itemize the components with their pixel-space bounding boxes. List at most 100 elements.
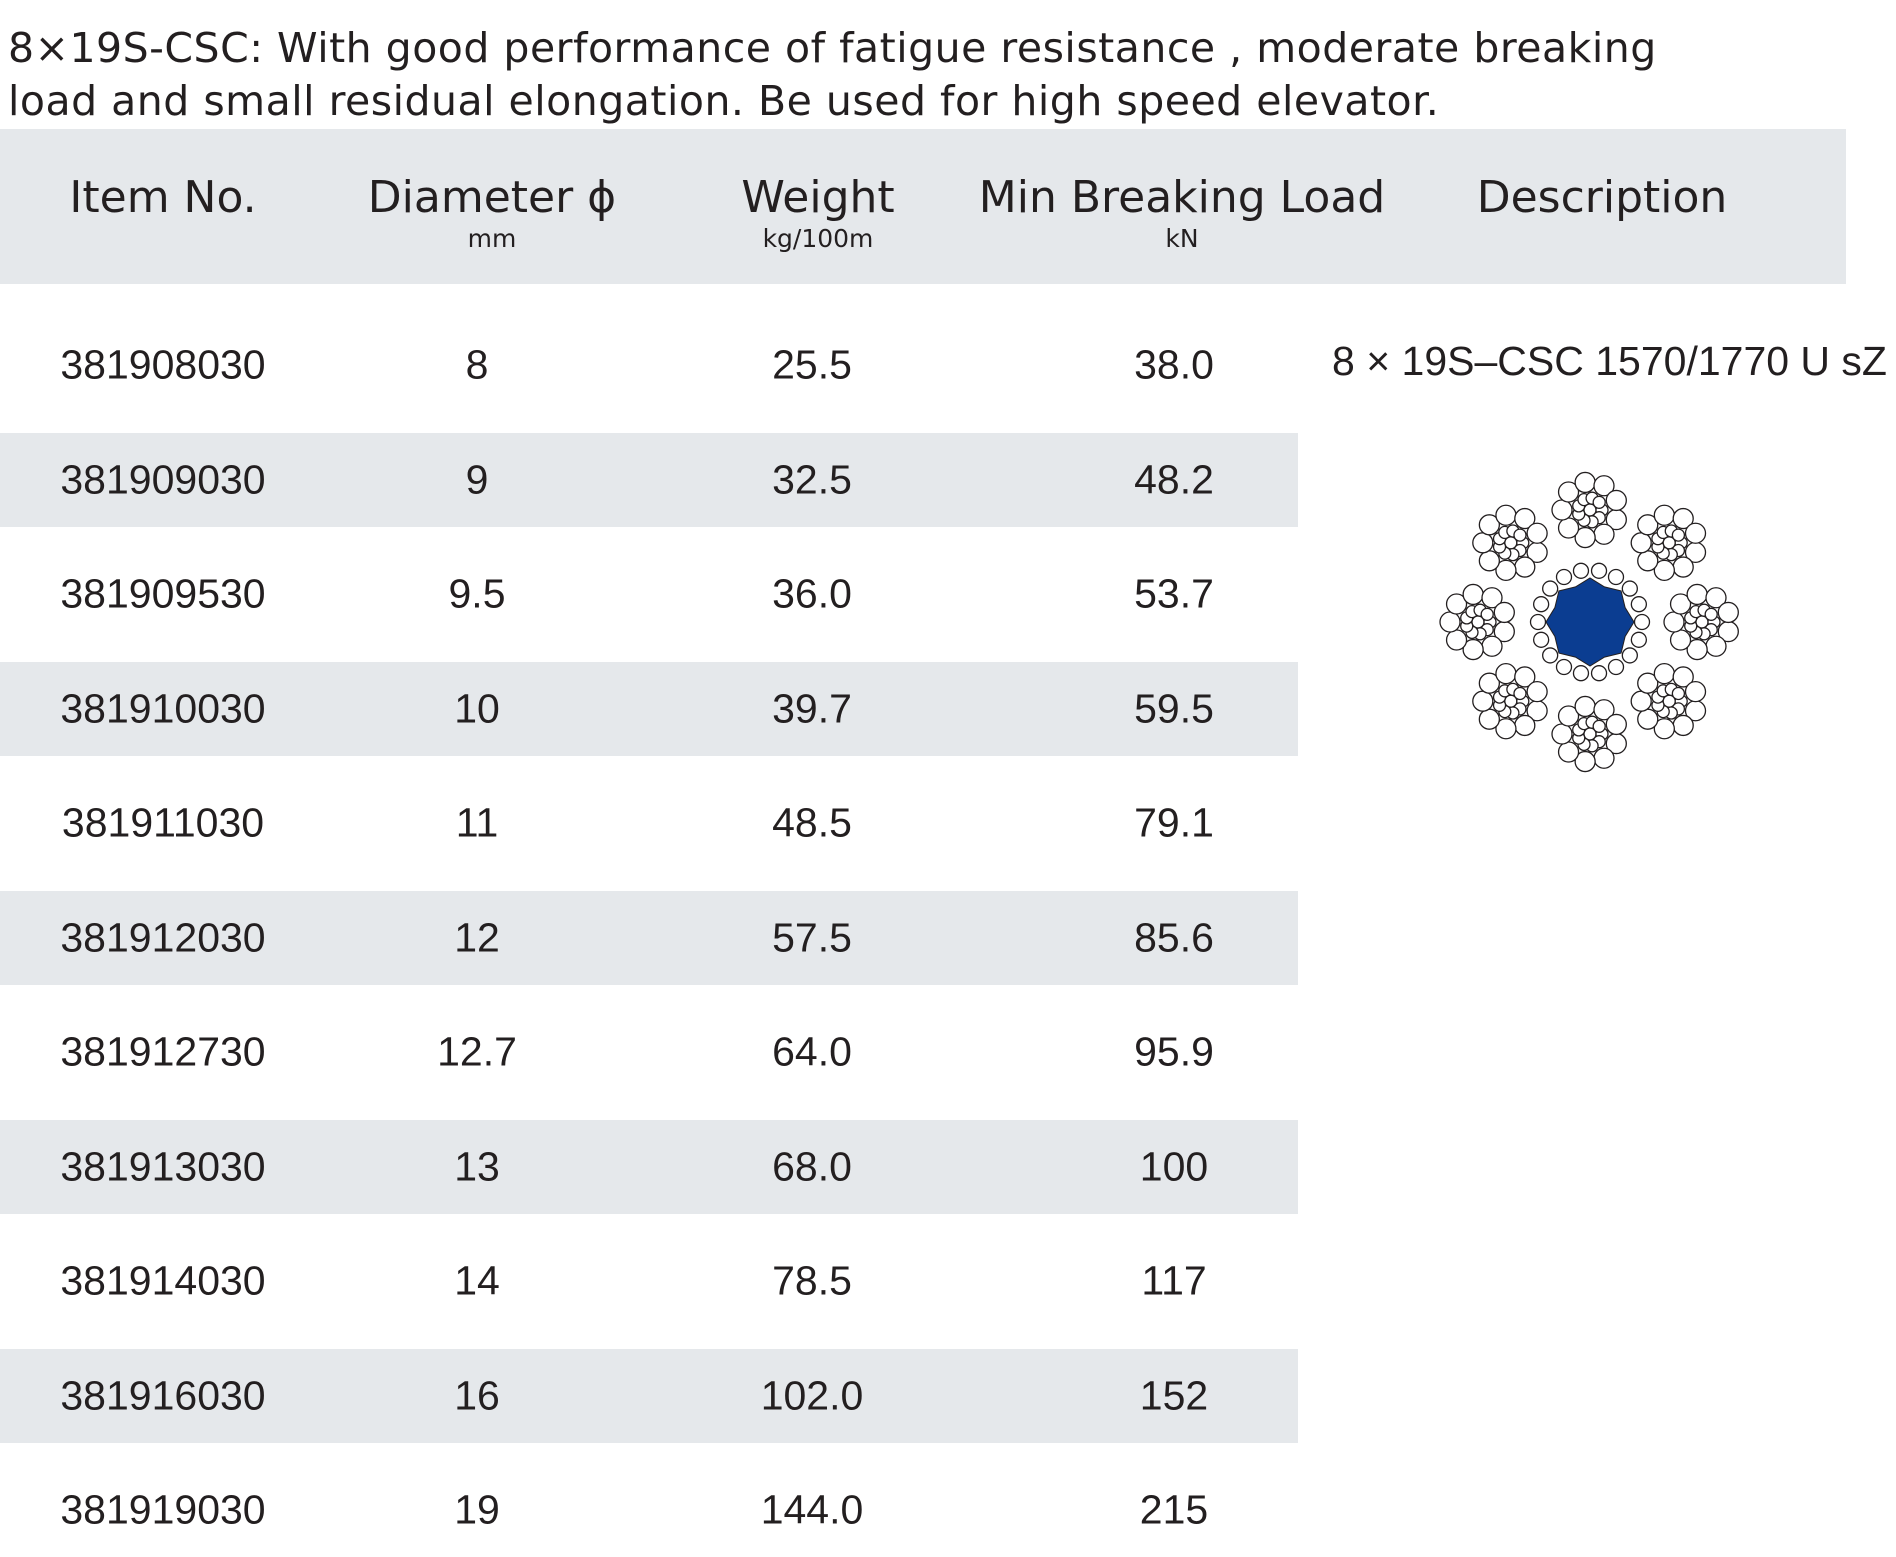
table-row: 381910030 10 39.7 59.5 (0, 661, 1298, 756)
core-wire (1590, 665, 1608, 682)
min-breaking-load-cell: 152 (1139, 1372, 1209, 1418)
table-row: 381909530 9.5 36.0 53.7 (0, 547, 1298, 641)
weight-cell: 78.5 (772, 1257, 852, 1304)
wire (1684, 680, 1707, 703)
diameter-cell: 10 (454, 685, 500, 731)
table-row: 381919030 19 144.0 215 (0, 1463, 1298, 1557)
weight-cell: 144.0 (760, 1486, 864, 1533)
wire (1705, 635, 1727, 657)
wire (1472, 532, 1494, 554)
table-row: 381912030 12 57.5 85.6 (0, 890, 1298, 985)
wire (1495, 718, 1517, 740)
core-wire (1630, 631, 1648, 648)
wire (1478, 708, 1500, 730)
weight-cell: 32.5 (772, 456, 852, 502)
wire (1630, 690, 1652, 712)
wire (1557, 517, 1580, 539)
wire (1445, 593, 1468, 615)
min-breaking-load-cell: 38.0 (1134, 341, 1214, 388)
wire (1593, 747, 1615, 769)
wire (1669, 593, 1692, 615)
rope-core (1545, 577, 1635, 667)
min-breaking-load-cell: 48.2 (1134, 456, 1214, 502)
min-breaking-load-cell: 59.5 (1134, 685, 1214, 731)
weight-cell: 68.0 (772, 1143, 852, 1189)
table-header: Item No. Diameter ϕ mm Weight kg/100m Mi… (0, 129, 1846, 284)
wire (1686, 583, 1708, 606)
wire (1672, 556, 1694, 578)
header-item-no: Item No. (69, 172, 257, 223)
min-breaking-load-cell: 53.7 (1134, 570, 1214, 617)
weight-cell: 102.0 (760, 1372, 864, 1418)
wire (1493, 601, 1515, 624)
wire (1514, 507, 1536, 530)
wire (1574, 695, 1596, 718)
wire (1445, 629, 1468, 651)
wire (1684, 522, 1707, 544)
core-wire (1532, 631, 1550, 648)
wire (1495, 662, 1517, 685)
wire (1495, 504, 1517, 526)
item-no-cell: 381914030 (60, 1257, 266, 1304)
core-wire (1621, 647, 1638, 664)
wire (1513, 528, 1527, 542)
weight-cell: 39.7 (772, 685, 852, 731)
wire (1653, 504, 1675, 526)
core-wire (1555, 568, 1573, 586)
core-wire (1633, 613, 1651, 631)
wire (1574, 750, 1596, 773)
wire (1481, 587, 1503, 609)
min-breaking-load-cell: 215 (1139, 1486, 1209, 1533)
item-no-cell: 381916030 (60, 1372, 266, 1418)
table-row: 381909030 9 32.5 48.2 (0, 432, 1298, 527)
core-wire (1572, 562, 1590, 579)
min-breaking-load-cell: 95.9 (1134, 1028, 1214, 1075)
weight-cell: 48.5 (772, 799, 852, 846)
rope-description: 8 × 19S–CSC 1570/1770 U sZ (1332, 338, 1887, 384)
wire (1672, 714, 1694, 737)
item-no-cell: 381911030 (61, 799, 265, 846)
header-description: Description (1476, 172, 1728, 223)
wire (1514, 666, 1536, 688)
wire (1480, 607, 1494, 621)
core-wire (1621, 580, 1638, 597)
wire (1653, 559, 1675, 582)
diameter-cell: 16 (454, 1372, 500, 1418)
wire (1495, 559, 1517, 582)
intro-line-2: load and small residual elongation. Be u… (8, 77, 1440, 125)
table-row: 381913030 13 68.0 100 (0, 1119, 1298, 1214)
weight-cell: 64.0 (772, 1028, 852, 1075)
item-no-cell: 381908030 (60, 341, 266, 388)
wire (1439, 611, 1461, 633)
wire (1637, 672, 1659, 694)
wire (1592, 719, 1606, 733)
wire (1663, 611, 1685, 633)
wire (1653, 718, 1675, 740)
header-diameter: Diameter ϕ mm (367, 172, 617, 253)
wire (1526, 522, 1548, 544)
min-breaking-load-cell: 85.6 (1134, 914, 1214, 960)
wire (1705, 587, 1727, 609)
wire (1605, 713, 1627, 736)
diameter-cell: 9.5 (448, 570, 506, 617)
diameter-cell: 9 (465, 456, 489, 502)
weight-cell: 57.5 (772, 914, 852, 960)
wire (1513, 686, 1527, 701)
wire (1593, 523, 1615, 545)
item-no-cell: 381909530 (60, 570, 266, 617)
wire (1574, 471, 1596, 494)
wire (1593, 699, 1615, 721)
table-row: 381911030 11 48.5 79.1 (0, 776, 1298, 870)
core-wire (1572, 665, 1590, 682)
wire (1478, 672, 1500, 694)
weight-cell: 36.0 (772, 570, 852, 617)
wire (1637, 514, 1659, 536)
min-breaking-load-cell: 117 (1141, 1257, 1207, 1304)
min-breaking-load-cell: 100 (1139, 1143, 1209, 1189)
intro-text: 8×19S-CSC: With good performance of fati… (8, 22, 1657, 128)
core-wire (1529, 613, 1547, 631)
item-no-cell: 381912730 (60, 1028, 266, 1075)
wire (1514, 556, 1536, 578)
diameter-cell: 13 (454, 1143, 500, 1189)
intro-line-1: 8×19S-CSC: With good performance of fati… (8, 24, 1657, 72)
